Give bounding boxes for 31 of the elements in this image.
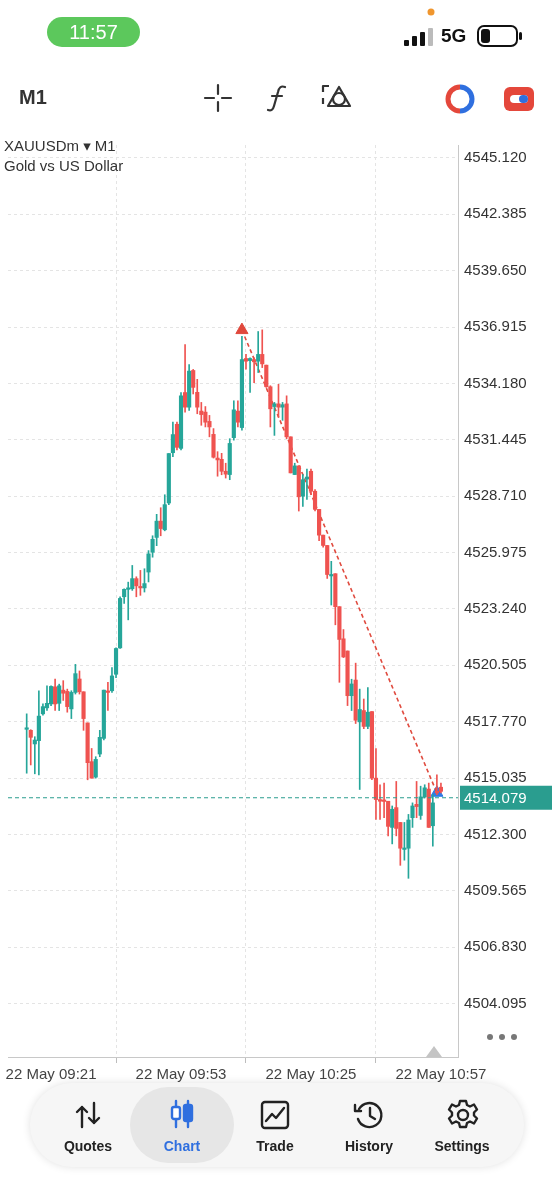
text: Gold vs US Dollar xyxy=(4,157,124,174)
y-tick-label: 4528.710 xyxy=(464,486,527,504)
y-tick-label: 4509.565 xyxy=(464,880,527,898)
x-tick-label: 22 May 09:53 xyxy=(135,1065,227,1083)
text: Chart xyxy=(162,1138,202,1154)
y-tick-label: 4517.770 xyxy=(464,711,527,729)
x-tick-label: 22 May 10:25 xyxy=(265,1065,357,1083)
x-tick-label: 22 May 10:57 xyxy=(395,1065,487,1083)
y-tick-label: 4534.180 xyxy=(464,373,527,391)
text: History xyxy=(343,1138,395,1154)
text: Trade xyxy=(255,1138,295,1154)
text: 5G xyxy=(441,25,467,47)
y-tick-label: 4515.035 xyxy=(464,768,527,786)
y-tick-label: 4542.385 xyxy=(464,204,527,222)
y-tick-label: 4504.095 xyxy=(464,993,527,1011)
y-tick-label: 4539.650 xyxy=(464,260,527,278)
text: Settings xyxy=(433,1138,491,1154)
x-tick-label: 22 May 09:21 xyxy=(5,1065,97,1083)
text: 11:57 xyxy=(47,17,140,47)
y-tick-label: 4525.975 xyxy=(464,542,527,560)
text: M1 xyxy=(19,86,47,109)
chart-title: XAUUSDm ▾ M1 xyxy=(4,137,116,155)
y-tick-label: 4520.505 xyxy=(464,655,527,673)
text: Quotes xyxy=(62,1138,114,1154)
y-tick-label: 4512.300 xyxy=(464,824,527,842)
ref-line-label: 4514.079 xyxy=(464,788,527,806)
y-tick-label: 4545.120 xyxy=(464,148,527,166)
y-tick-label: 4506.830 xyxy=(464,937,527,955)
y-tick-label: 4536.915 xyxy=(464,317,527,335)
y-tick-label: 4523.240 xyxy=(464,599,527,617)
y-tick-label: 4531.445 xyxy=(464,429,527,447)
